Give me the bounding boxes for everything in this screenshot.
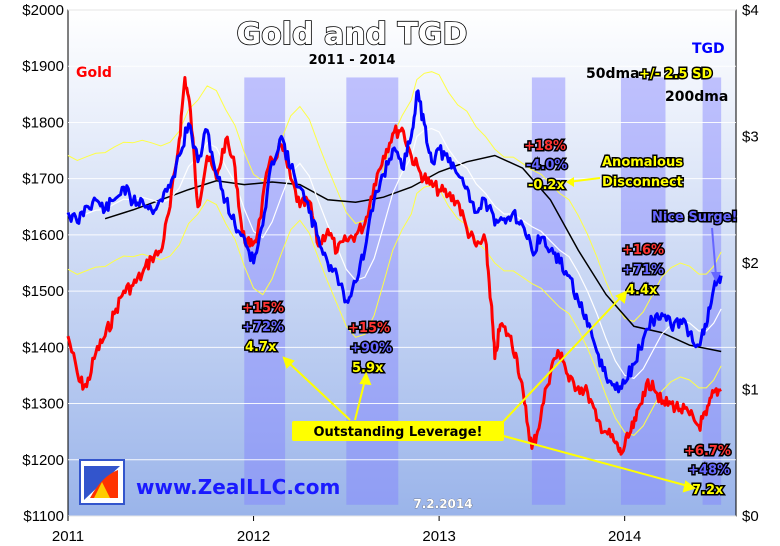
anomalous-label-2: Disconnect	[602, 175, 683, 190]
left-tick-label: $1200	[22, 452, 64, 469]
ann1-gold: +15%	[242, 301, 284, 316]
gold-series-line	[66, 76, 722, 456]
legend-sd: +/- 2.5 SD	[639, 67, 712, 82]
right-axis-ticks: $0 $1 $2 $3 $4	[742, 2, 759, 525]
gridlines	[68, 9, 736, 517]
ann2-tgd: +90%	[350, 341, 392, 356]
left-tick-label: $1600	[22, 227, 64, 244]
zeal-logo-icon	[79, 459, 125, 505]
tgd-200dma-line	[104, 154, 722, 353]
left-tick-label: $1700	[22, 171, 64, 188]
x-tick-label: 2013	[422, 528, 455, 545]
right-tick-label: $4	[742, 2, 759, 19]
right-tick-label: $1	[742, 382, 759, 399]
legend-gold: Gold	[76, 65, 112, 81]
chart-subtitle: 2011 - 2014	[309, 53, 396, 68]
website-url: www.ZealLLC.com	[136, 475, 340, 499]
left-tick-label: $1500	[22, 283, 64, 300]
ann5-lev: 7.2x	[692, 483, 724, 498]
nice-surge-arrow	[711, 227, 717, 277]
ann3-gold: +18%	[524, 139, 566, 154]
nice-surge-arrowhead	[711, 272, 721, 282]
chart-title: Gold and TGD	[237, 17, 468, 52]
anomalous-label-1: Anomalous	[602, 155, 683, 170]
ann4-tgd: +71%	[622, 263, 664, 278]
left-tick-label: $1300	[22, 396, 64, 413]
right-tick-label: $0	[742, 508, 759, 525]
left-tick-label: $1800	[22, 114, 64, 131]
nice-surge-label: Nice Surge!	[652, 210, 737, 225]
date-stamp: 7.2.2014	[413, 497, 472, 511]
left-tick-label: $1900	[22, 58, 64, 75]
left-tick-label: $2000	[22, 2, 64, 19]
ann4-gold: +16%	[622, 243, 664, 258]
ann2-gold: +15%	[348, 321, 390, 336]
outstanding-arrows	[282, 290, 697, 493]
ann2-lev: 5.9x	[352, 361, 384, 376]
sd-lower-line	[67, 184, 722, 436]
left-axis-ticks: $1100 $1200 $1300 $1400 $1500 $1600 $1700 $1800…	[22, 2, 64, 525]
anomalous-arrowhead	[566, 177, 574, 187]
ann3-lev: -0.2x	[528, 178, 565, 193]
outstanding-box	[292, 421, 504, 441]
x-tick-label: 2011	[52, 528, 84, 545]
ann5-gold: +6.7%	[684, 444, 731, 459]
legend-tgd: TGD	[692, 41, 725, 57]
legend-200dma: 200dma	[665, 89, 728, 105]
x-axis-ticks: 2011 2012 2013 2014	[52, 516, 641, 545]
outstanding-label: Outstanding Leverage!	[314, 425, 483, 440]
ann4-lev: 4.4x	[626, 283, 658, 298]
right-tick-label: $3	[742, 129, 759, 146]
tgd-50dma-line	[67, 127, 722, 380]
tgd-series-line	[66, 89, 723, 394]
ann1-tgd: +72%	[242, 320, 284, 335]
legend-50dma: 50dma	[586, 66, 640, 82]
ann3-tgd: -4.0%	[526, 158, 567, 173]
ann1-lev: 4.7x	[245, 340, 277, 355]
right-tick-label: $2	[742, 255, 759, 272]
x-tick-label: 2014	[608, 528, 641, 545]
left-tick-label: $1100	[23, 508, 64, 525]
left-tick-label: $1400	[22, 339, 64, 356]
ann5-tgd: +48%	[688, 463, 730, 478]
x-tick-label: 2012	[237, 528, 270, 545]
